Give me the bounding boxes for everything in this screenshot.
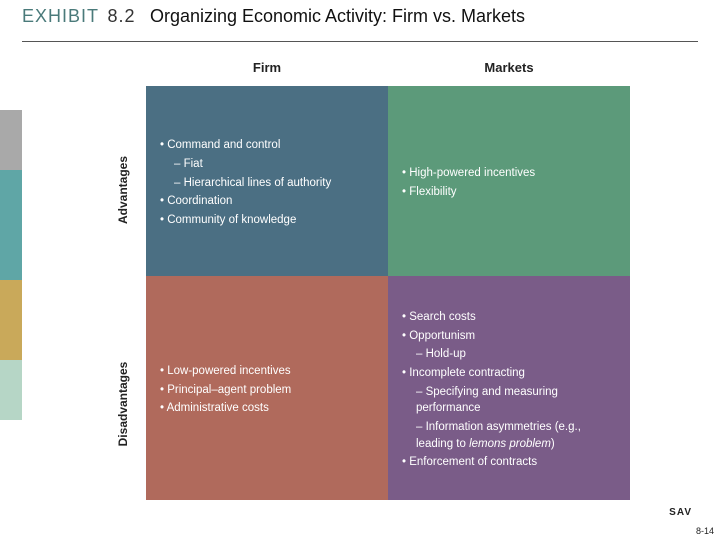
exhibit-label: EXHIBIT [22, 6, 99, 27]
row-labels: Advantages Disadvantages [102, 90, 138, 500]
matrix: Firm Markets Advantages Disadvantages Co… [110, 60, 630, 500]
cell-firm-advantages: Command and control Fiat Hierarchical line… [146, 86, 388, 276]
bullet-list: High-powered incentives Flexibility [402, 163, 618, 202]
footer-page-number: 8-14 [696, 526, 714, 536]
bullet-item: Hold-up [416, 346, 618, 363]
bullet-item: Community of knowledge [160, 212, 376, 229]
bullet-item: Low-powered incentives [160, 363, 376, 380]
bullet-item: Incomplete contracting [402, 365, 618, 382]
row-label-advantages: Advantages [116, 90, 130, 290]
accent-bar [0, 110, 22, 170]
bullet-item: Specifying and measuring performance [416, 384, 618, 417]
bullet-list: Search costs OpportunismHold-up Incomplete… [402, 307, 618, 473]
bullet-item: Information asymmetries (e.g., leading t… [416, 419, 618, 452]
bullet-item: Fiat [174, 156, 376, 173]
exhibit-number: 8.2 [107, 6, 135, 27]
cell-markets-advantages: High-powered incentives Flexibility [388, 86, 630, 276]
matrix-grid: Command and control Fiat Hierarchical line… [146, 86, 630, 500]
bullet-list: Low-powered incentives Principal–agent pr… [160, 361, 376, 419]
bullet-item: Coordination [160, 193, 376, 210]
row-label-disadvantages: Disadvantages [116, 304, 130, 504]
bullet-item: Opportunism [402, 328, 618, 345]
slide-page: EXHIBIT 8.2 Organizing Economic Activity… [0, 0, 720, 540]
bullet-item: Search costs [402, 309, 618, 326]
accent-bar [0, 360, 22, 420]
bullet-item: Command and control [160, 137, 376, 154]
accent-bar [0, 280, 22, 360]
bullet-list: Command and control Fiat Hierarchical line… [160, 135, 376, 230]
bullet-item: Enforcement of contracts [402, 454, 618, 471]
bullet-item: High-powered incentives [402, 165, 618, 182]
bullet-item: Administrative costs [160, 400, 376, 417]
footer-sav: SAV [669, 507, 692, 518]
bullet-item: Principal–agent problem [160, 382, 376, 399]
bullet-item: Hierarchical lines of authority [174, 175, 376, 192]
cell-firm-disadvantages: Low-powered incentives Principal–agent pr… [146, 276, 388, 500]
page-title: Organizing Economic Activity: Firm vs. M… [150, 6, 525, 27]
cell-markets-disadvantages: Search costs OpportunismHold-up Incomplete… [388, 276, 630, 500]
header: EXHIBIT 8.2 Organizing Economic Activity… [22, 6, 698, 42]
bullet-item: Flexibility [402, 184, 618, 201]
column-header-markets: Markets [388, 60, 630, 84]
column-header-firm: Firm [146, 60, 388, 84]
column-headers: Firm Markets [146, 60, 630, 84]
accent-bar [0, 170, 22, 280]
